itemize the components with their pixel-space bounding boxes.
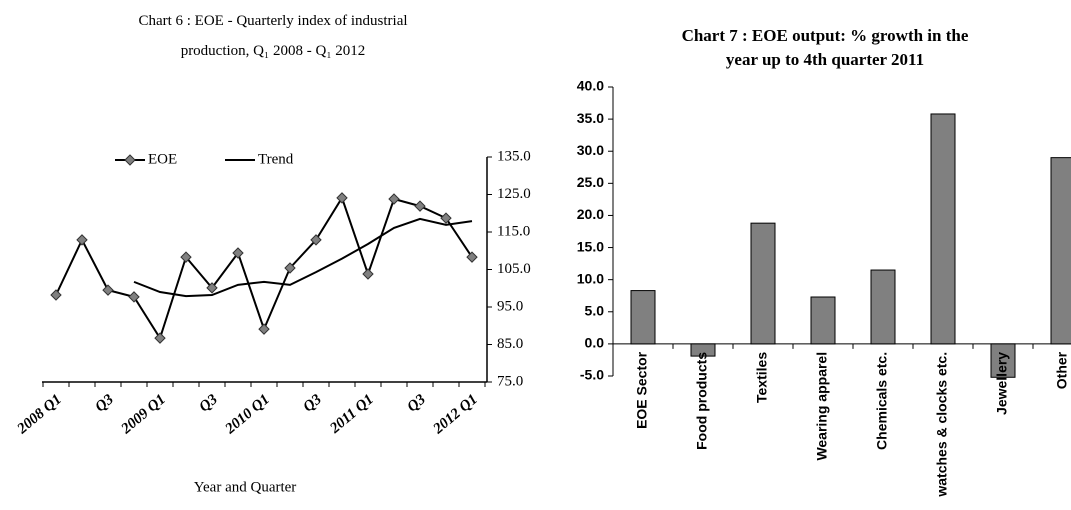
bar: [690, 343, 716, 357]
bar: [1050, 157, 1071, 345]
x-tick-label: watches & clocks etc.: [934, 352, 950, 498]
bar: [990, 343, 1016, 378]
marker: [154, 332, 166, 344]
x-tick-label: Chemicals etc.: [874, 352, 890, 450]
marker: [440, 212, 452, 224]
y-tick-label: 105.0: [497, 261, 531, 277]
marker: [284, 262, 296, 274]
y-tick-label: 135.0: [497, 148, 531, 164]
y-tick-label: 20.0: [577, 206, 604, 222]
y-tick-label: 115.0: [497, 223, 530, 239]
marker: [102, 284, 114, 296]
x-tick-label: Q3: [404, 391, 429, 415]
chart-title: Chart 7 : EOE output: % growth in the yea…: [682, 26, 969, 69]
marker: [388, 193, 400, 205]
x-tick-label: 2008 Q1: [14, 391, 65, 437]
x-tick-label: Q3: [196, 391, 221, 415]
legend-marker: [124, 154, 136, 166]
y-tick-label: 5.0: [585, 302, 605, 318]
y-tick-label: 15.0: [577, 238, 604, 254]
x-tick-label: Q3: [300, 391, 325, 415]
marker: [414, 200, 426, 212]
bar: [930, 113, 956, 345]
y-tick-label: 25.0: [577, 174, 604, 190]
bar: [750, 222, 776, 345]
bar: [630, 290, 656, 345]
y-tick-label: 30.0: [577, 142, 604, 158]
marker: [128, 291, 140, 303]
marker: [232, 247, 244, 259]
x-axis-label: Year and Quarter: [194, 479, 297, 495]
marker: [258, 323, 270, 335]
y-tick-label: 35.0: [577, 110, 604, 126]
y-tick-label: 85.0: [497, 336, 523, 352]
x-tick-label: Textiles: [754, 352, 770, 403]
x-tick-label: 2012 Q1: [430, 391, 481, 437]
y-tick-label: 75.0: [497, 373, 523, 389]
y-tick-label: 10.0: [577, 270, 604, 286]
x-tick-label: Q3: [92, 391, 117, 415]
x-tick-label: EOE Sector: [634, 351, 650, 429]
marker: [466, 251, 478, 263]
chart-7: Chart 7 : EOE output: % growth in the yea…: [577, 26, 1071, 498]
bar: [810, 296, 836, 345]
x-tick-label: 2009 Q1: [118, 391, 169, 437]
marker: [50, 289, 62, 301]
chart-title: Chart 6 : EOE - Quarterly index of indus…: [138, 13, 407, 59]
y-tick-label: 125.0: [497, 186, 531, 202]
y-tick-label: 0.0: [585, 335, 605, 351]
y-tick-label: 40.0: [577, 78, 604, 94]
legend-label: Trend: [258, 151, 294, 167]
x-tick-label: Food products: [694, 352, 710, 450]
x-tick-label: Jewellery: [994, 352, 1010, 415]
x-tick-label: Other: [1054, 351, 1070, 389]
marker: [362, 268, 374, 280]
marker: [76, 234, 88, 246]
y-tick-label: 95.0: [497, 298, 523, 314]
line-1: [133, 217, 473, 298]
y-tick-label: -5.0: [580, 367, 604, 383]
x-tick-label: 2010 Q1: [222, 391, 273, 437]
marker: [180, 251, 192, 263]
bar: [870, 269, 896, 345]
marker: [336, 192, 348, 204]
marker: [310, 234, 322, 246]
legend-label: EOE: [148, 151, 177, 167]
chart-6: Chart 6 : EOE - Quarterly index of indus…: [14, 13, 531, 495]
x-tick-label: 2011 Q1: [326, 391, 376, 437]
x-tick-label: Wearing apparel: [814, 352, 830, 461]
marker: [206, 282, 218, 294]
line-0: [55, 195, 473, 341]
